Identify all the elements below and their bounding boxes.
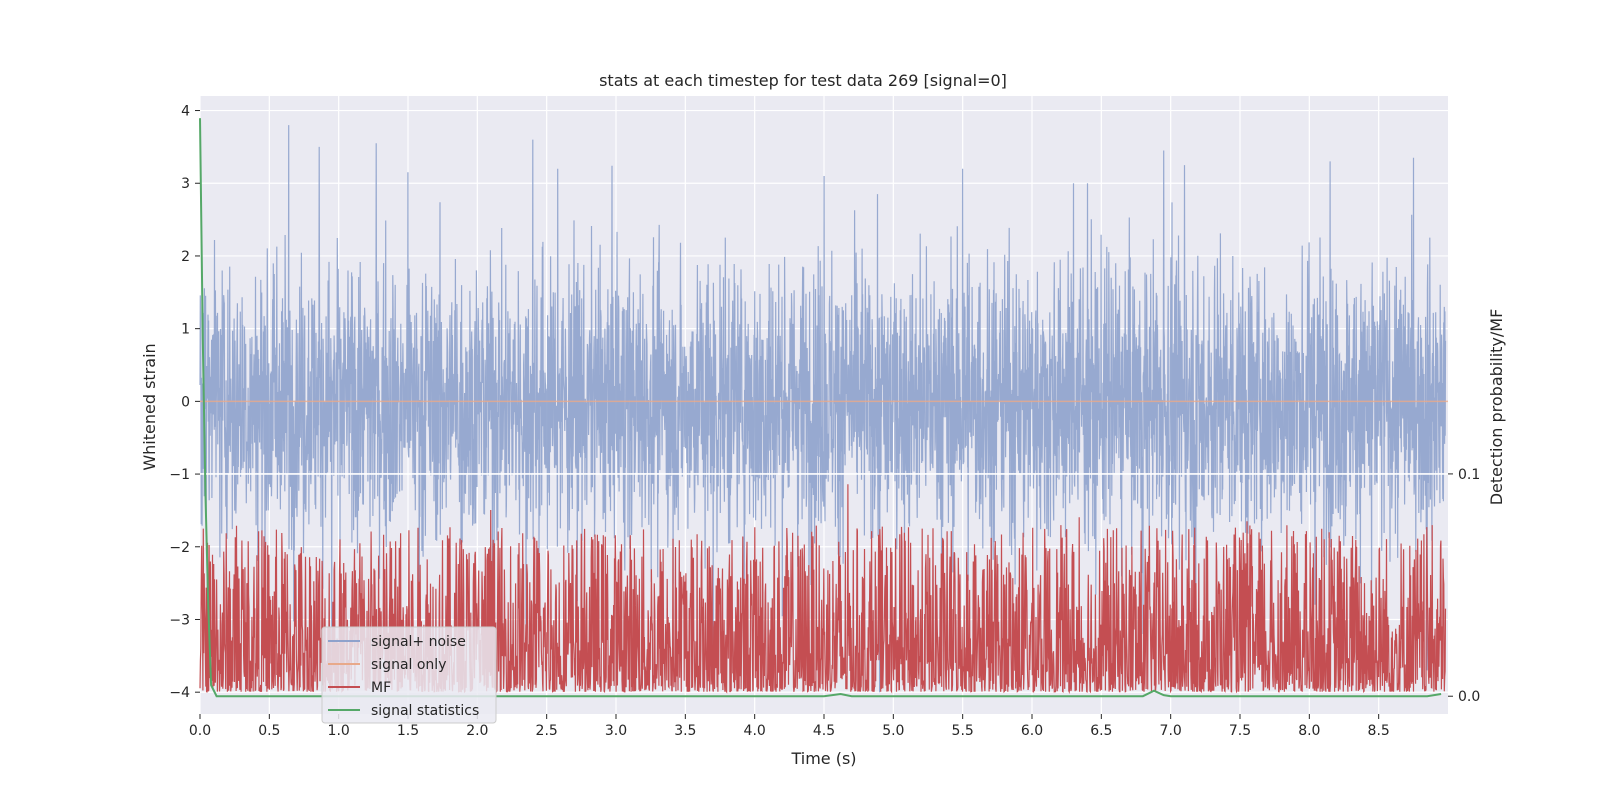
x-tick-label: 1.0 [328,723,350,739]
x-tick-label: 6.0 [1021,723,1043,739]
legend-label-signal-statistics: signal statistics [371,703,479,719]
x-tick-label: 0.5 [258,723,280,739]
x-tick-label: 7.5 [1229,723,1251,739]
y-tick-label: −3 [169,612,190,628]
legend-label-signal-noise: signal+ noise [371,634,466,650]
series-line-signal-statistics [199,118,1442,698]
x-tick-label: 2.0 [466,723,488,739]
series-line-signal-noise [199,125,1447,693]
x-tick-label: 3.5 [674,723,696,739]
legend-label-mf: MF [371,680,391,696]
y-axis-label: Whitened strain [140,343,159,470]
y-tick-label: 2 [181,249,190,265]
y-tick-label: 4 [181,104,190,120]
legend: signal+ noise signal only MF signal stat… [321,626,497,724]
chart-title: stats at each timestep for test data 269… [599,71,1007,90]
x-tick-label: 0.0 [189,723,211,739]
y-tick-label: −1 [169,467,190,483]
y-tick-label: 1 [181,322,190,338]
y2-tick-label: 0.0 [1458,689,1480,705]
y2-tick-label: 0.1 [1458,467,1480,483]
legend-box [321,626,497,724]
y-ticks: −4 −3 −2 −1 0 1 2 3 4 [169,104,200,701]
x-tick-label: 2.5 [536,723,558,739]
x-tick-label: 5.0 [882,723,904,739]
y2-axis-label: Detection probability/MF [1487,309,1506,506]
legend-label-signal-only: signal only [371,657,446,673]
x-tick-label: 8.5 [1368,723,1390,739]
x-tick-label: 4.0 [744,723,766,739]
y-tick-label: −4 [169,685,190,701]
x-tick-label: 7.0 [1160,723,1182,739]
y-tick-label: −2 [169,540,190,556]
x-tick-label: 3.0 [605,723,627,739]
x-tick-label: 5.5 [952,723,974,739]
y2-ticks: 0.0 0.1 [1448,467,1480,705]
x-ticks: 0.0 0.5 1.0 1.5 2.0 2.5 3.0 3.5 4.0 4.5 5.0 5.5 6.0 6… [189,714,1390,739]
x-tick-label: 1.5 [397,723,419,739]
x-tick-label: 6.5 [1090,723,1112,739]
x-axis-label: Time (s) [790,749,856,768]
x-tick-label: 8.0 [1298,723,1320,739]
x-tick-label: 4.5 [813,723,835,739]
y-tick-label: 0 [181,394,190,410]
y-tick-label: 3 [181,176,190,192]
